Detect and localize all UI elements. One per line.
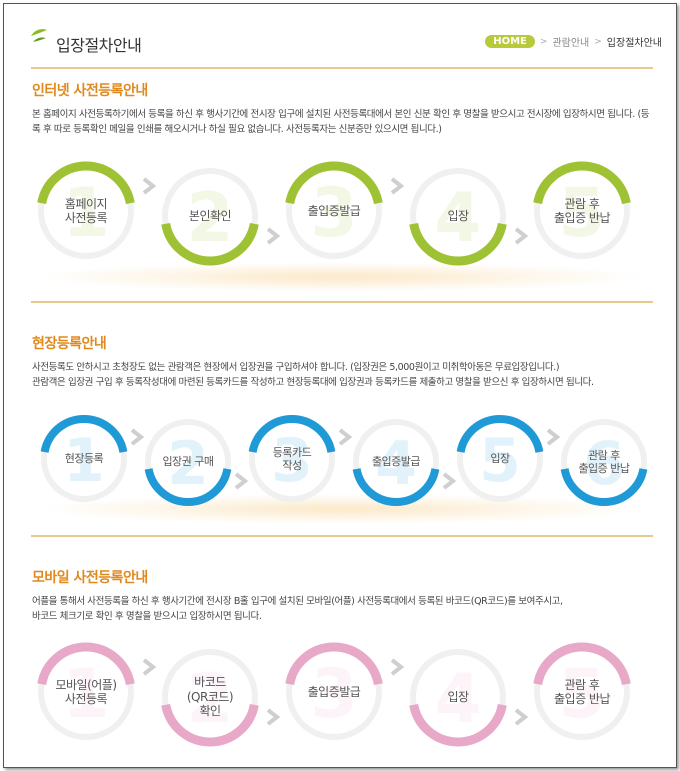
breadcrumb-home-link[interactable]: HOME bbox=[485, 35, 535, 48]
onsite-section-description: 사전등록도 안하시고 초청장도 없는 관람객은 현장에서 입장권을 구입하셔야 … bbox=[32, 362, 594, 388]
chevron-right-icon bbox=[266, 227, 281, 245]
step-4: 4 출입증발급 bbox=[348, 414, 444, 510]
step-number: 2 bbox=[187, 178, 234, 257]
mobile-section-description: 어플을 통해서 사전등록을 하신 후 행사기간에 전시장 B홀 입구에 설치된 … bbox=[32, 596, 563, 622]
step-3: 3 등록카드 작성 bbox=[244, 411, 340, 507]
step-1: 1 모바일(어플) 사전등록 bbox=[33, 639, 139, 745]
step-number: 5 bbox=[559, 173, 606, 252]
step-number: 3 bbox=[271, 426, 313, 496]
step-5: 5 입장 bbox=[452, 411, 548, 507]
chevron-right-icon bbox=[338, 428, 353, 446]
page-header: 입장절차안내 HOME > 관람안내 > 입장절차안내 bbox=[4, 4, 676, 64]
leaf-icon bbox=[31, 29, 47, 42]
chevron-right-icon bbox=[130, 428, 145, 446]
step-ring: 4 bbox=[409, 168, 507, 266]
step-label: 바코드 (QR코드) 확인 bbox=[186, 675, 234, 719]
step-ring: 4 bbox=[352, 419, 440, 506]
step-6: 6 관람 후 출입증 반납 bbox=[556, 414, 652, 510]
step-5: 5 관람 후 출입증 반납 bbox=[529, 639, 635, 745]
step-label: 등록카드 작성 bbox=[272, 445, 312, 472]
step-ring: 1 bbox=[37, 161, 135, 259]
step-label: 본인확인 bbox=[188, 208, 232, 223]
step-number: 6 bbox=[583, 429, 625, 499]
chevron-right-icon bbox=[514, 227, 529, 245]
content-frame: 입장절차안내 HOME > 관람안내 > 입장절차안내 인터넷 사전등록안내 본… bbox=[3, 3, 677, 768]
chevron-right-icon bbox=[546, 428, 561, 446]
chevron-right-icon bbox=[234, 472, 249, 490]
step-number: 3 bbox=[311, 173, 358, 252]
step-label: 모바일(어플) 사전등록 bbox=[55, 677, 117, 706]
section-divider bbox=[31, 301, 653, 303]
step-label: 관람 후 출입증 반납 bbox=[553, 196, 611, 225]
step-label: 현장등록 bbox=[64, 452, 104, 466]
mobile-section-title: 모바일 사전등록안내 bbox=[32, 570, 148, 586]
step-label: 관람 후 출입증 반납 bbox=[578, 448, 630, 475]
step-number: 1 bbox=[63, 654, 110, 733]
onsite-section-title: 현장등록안내 bbox=[32, 336, 107, 352]
step-number: 3 bbox=[311, 654, 358, 733]
section-divider bbox=[31, 535, 653, 537]
chevron-right-icon bbox=[142, 177, 157, 195]
chevron-right-icon bbox=[442, 472, 457, 490]
step-number: 4 bbox=[435, 178, 482, 257]
chevron-right-icon bbox=[514, 708, 529, 726]
step-label: 입장권 구매 bbox=[162, 455, 214, 469]
step-1: 1 현장등록 bbox=[36, 411, 132, 507]
step-ring: 2 bbox=[144, 419, 232, 506]
step-ring: 5 bbox=[533, 161, 631, 259]
step-label: 입장 bbox=[447, 208, 469, 223]
section-glow bbox=[34, 494, 649, 524]
step-ring: 4 bbox=[409, 649, 507, 747]
step-ring: 3 bbox=[285, 642, 383, 740]
step-number: 2 bbox=[187, 659, 234, 738]
step-ring: 2 bbox=[161, 168, 259, 266]
step-1: 1 홈페이지 사전등록 bbox=[33, 158, 139, 264]
step-2: 2 입장권 구매 bbox=[140, 414, 236, 510]
step-5: 5 관람 후 출입증 반납 bbox=[529, 158, 635, 264]
step-4: 4 입장 bbox=[405, 644, 511, 750]
header-divider bbox=[31, 67, 653, 69]
chevron-right-icon bbox=[390, 177, 405, 195]
step-ring: 6 bbox=[560, 419, 648, 506]
breadcrumb-current: 입장절차안내 bbox=[606, 38, 662, 49]
page-title: 입장절차안내 bbox=[56, 36, 142, 55]
online-section-title: 인터넷 사전등록안내 bbox=[32, 83, 148, 99]
step-3: 3 출입증발급 bbox=[281, 158, 387, 264]
chevron-right-icon bbox=[142, 658, 157, 676]
step-label: 홈페이지 사전등록 bbox=[64, 196, 108, 225]
step-label: 출입증발급 bbox=[371, 455, 421, 469]
step-2: 2 바코드 (QR코드) 확인 bbox=[157, 644, 263, 750]
step-ring: 3 bbox=[285, 161, 383, 259]
step-3: 3 출입증발급 bbox=[281, 639, 387, 745]
step-label: 관람 후 출입증 반납 bbox=[553, 677, 611, 706]
step-ring: 1 bbox=[40, 415, 128, 502]
step-number: 2 bbox=[167, 429, 209, 499]
step-number: 5 bbox=[479, 426, 521, 496]
step-number: 4 bbox=[375, 429, 417, 499]
step-number: 4 bbox=[435, 659, 482, 738]
online-section-description: 본 홈페이지 사전등록하기에서 등록을 하신 후 행사기간에 전시장 입구에 설… bbox=[32, 109, 650, 135]
step-2: 2 본인확인 bbox=[157, 163, 263, 269]
chevron-right-icon bbox=[266, 708, 281, 726]
chevron-right-icon: > bbox=[594, 36, 602, 47]
step-4: 4 입장 bbox=[405, 163, 511, 269]
step-label: 입장 bbox=[490, 452, 510, 466]
step-number: 1 bbox=[63, 173, 110, 252]
step-ring: 5 bbox=[456, 415, 544, 502]
chevron-right-icon bbox=[390, 658, 405, 676]
step-number: 1 bbox=[63, 426, 105, 496]
step-label: 출입증발급 bbox=[307, 203, 361, 218]
section-glow bbox=[34, 262, 649, 292]
step-label: 출입증발급 bbox=[307, 684, 361, 699]
breadcrumb: HOME > 관람안내 > 입장절차안내 bbox=[485, 34, 662, 49]
step-ring: 2 bbox=[161, 649, 259, 747]
step-ring: 5 bbox=[533, 642, 631, 740]
step-ring: 1 bbox=[37, 642, 135, 740]
step-number: 5 bbox=[559, 654, 606, 733]
chevron-right-icon: > bbox=[539, 36, 548, 47]
breadcrumb-parent-link[interactable]: 관람안내 bbox=[552, 38, 590, 49]
step-label: 입장 bbox=[447, 689, 469, 704]
step-ring: 3 bbox=[248, 415, 336, 502]
